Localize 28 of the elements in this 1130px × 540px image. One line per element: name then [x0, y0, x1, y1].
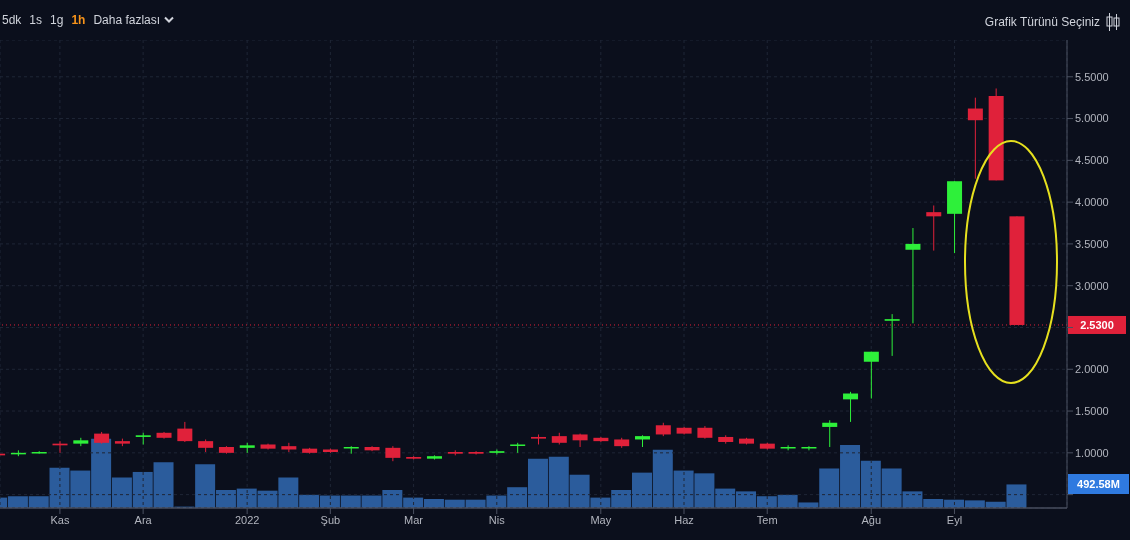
x-tick-label: 2022 [234, 513, 260, 526]
ref-line-label: 2.5300 [1080, 318, 1114, 331]
y-tick-label: 3.5000 [1075, 237, 1109, 250]
y-tick-label: 2.0000 [1075, 363, 1109, 376]
x-tick-label: Tem [756, 513, 778, 526]
text: 1g [50, 13, 64, 27]
text: 1s [29, 13, 43, 27]
y-tick-label: 1.0000 [1075, 446, 1109, 459]
text: 1h [71, 13, 86, 27]
x-tick-label: Ara [134, 513, 153, 526]
x-tick-label: Eyl [946, 513, 963, 526]
text: 5dk [2, 13, 22, 27]
text: Daha fazlası [93, 13, 161, 27]
y-tick-label: 5.0000 [1075, 112, 1109, 125]
x-tick-label: Ağu [861, 513, 882, 526]
x-tick-label: May [590, 513, 612, 526]
y-tick-label: 3.0000 [1075, 279, 1109, 292]
x-tick-label: Mar [404, 513, 424, 526]
text: 492.58M [1077, 478, 1120, 491]
y-tick-label: 1.5000 [1075, 404, 1109, 417]
x-tick-label: Haz [674, 513, 694, 526]
x-tick-label: Nis [488, 513, 506, 526]
y-tick-label: 4.5000 [1075, 154, 1109, 167]
x-tick-label: Kas [50, 513, 70, 526]
y-tick-label: 5.5000 [1075, 70, 1109, 83]
y-tick-label: 4.0000 [1075, 196, 1109, 209]
x-tick-label: Şub [320, 513, 341, 526]
text: Grafik Türünü Seçiniz [984, 15, 1100, 29]
